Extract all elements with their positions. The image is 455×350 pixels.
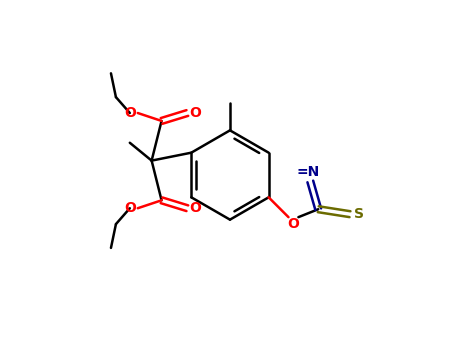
Text: O: O (288, 217, 299, 231)
Text: =N: =N (297, 164, 320, 178)
Text: O: O (189, 106, 201, 120)
Text: S: S (354, 207, 364, 221)
Text: O: O (124, 201, 136, 215)
Text: O: O (124, 106, 136, 120)
Text: O: O (189, 201, 201, 215)
